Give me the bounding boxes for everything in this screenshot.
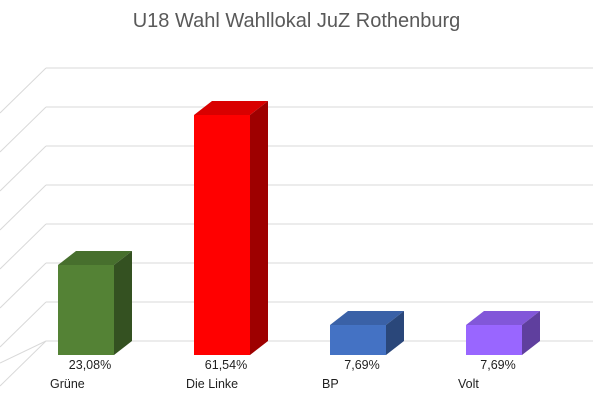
- gridline-wall: [0, 301, 47, 348]
- bar-2-value-label: 7,69%: [344, 358, 379, 372]
- gridline-wall: [0, 67, 47, 114]
- bar-0-value-label: 23,08%: [69, 358, 111, 372]
- bar-1-category-label: Die Linke: [186, 377, 238, 391]
- floor-edge: [0, 340, 47, 364]
- bar-1-front: [194, 114, 250, 355]
- bar-2-side: [386, 311, 404, 355]
- gridline-wall: [0, 262, 47, 309]
- bar-1-value-label: 61,54%: [205, 358, 247, 372]
- bar-3-category-label: Volt: [458, 377, 479, 391]
- bar-3-side: [522, 311, 540, 355]
- bar-3-front: [466, 325, 522, 355]
- bar-3-top: [466, 311, 540, 326]
- gridline-wall: [0, 223, 47, 270]
- bar-2-front: [330, 325, 386, 355]
- chart-title: U18 Wahl Wahllokal JuZ Rothenburg: [132, 10, 461, 32]
- bar-1-top: [194, 100, 268, 115]
- bar-2-top: [330, 311, 404, 326]
- bar-0-front: [58, 264, 114, 355]
- bar-0-side: [114, 250, 132, 355]
- bar-2-category-label: BP: [322, 377, 339, 391]
- bar-1-side: [250, 100, 268, 355]
- gridline-wall: [0, 145, 47, 192]
- bar-3-value-label: 7,69%: [480, 358, 515, 372]
- gridline-wall: [0, 106, 47, 153]
- bar-0-top: [58, 250, 132, 265]
- gridline-wall: [0, 340, 47, 387]
- bar-0-category-label: Grüne: [50, 377, 85, 391]
- gridline-wall: [0, 184, 47, 231]
